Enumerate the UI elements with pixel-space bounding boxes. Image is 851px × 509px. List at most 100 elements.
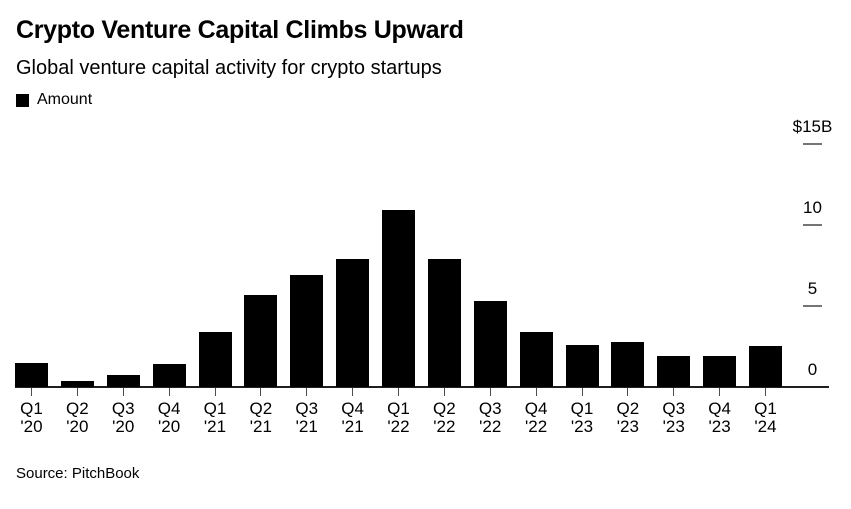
x-axis-tick bbox=[719, 388, 721, 396]
x-axis-label-year: '21 bbox=[249, 417, 272, 436]
x-axis-tick bbox=[443, 388, 445, 396]
bar-Q2-20 bbox=[60, 381, 94, 387]
x-axis-label-quarter: Q1 bbox=[754, 399, 777, 418]
bar-Q3-20 bbox=[106, 375, 140, 387]
x-axis-tick bbox=[260, 388, 262, 396]
x-axis-label: Q4'23 bbox=[697, 400, 743, 436]
x-axis-label: Q3'20 bbox=[100, 400, 146, 436]
bar-Q2-23 bbox=[611, 342, 645, 387]
x-axis-label-quarter: Q2 bbox=[66, 399, 89, 418]
x-axis-tick bbox=[581, 388, 583, 396]
x-axis-label: Q3'22 bbox=[467, 400, 513, 436]
x-axis-label: Q2'21 bbox=[238, 400, 284, 436]
x-axis-label-quarter: Q2 bbox=[249, 399, 273, 418]
x-axis-label-quarter: Q1 bbox=[387, 399, 410, 418]
x-axis-label-year: '20 bbox=[66, 417, 89, 436]
bar-Q1-20 bbox=[15, 363, 48, 387]
x-axis-tick bbox=[214, 388, 216, 396]
legend: Amount bbox=[16, 91, 92, 109]
y-axis-label: 5 bbox=[807, 279, 818, 298]
x-axis-label: Q1'20 bbox=[9, 400, 55, 436]
x-axis-tick bbox=[535, 388, 537, 396]
x-axis-tick bbox=[489, 388, 491, 396]
x-axis-label-year: '20 bbox=[20, 417, 43, 436]
x-axis-tick bbox=[352, 388, 354, 396]
x-axis-tick bbox=[76, 388, 78, 396]
bar-Q3-23 bbox=[657, 356, 691, 387]
chart-subtitle: Global venture capital activity for cryp… bbox=[16, 57, 442, 79]
y-axis-label: 0 bbox=[807, 360, 818, 379]
x-axis-label: Q3'21 bbox=[284, 400, 330, 436]
x-axis-label-quarter: Q4 bbox=[341, 399, 364, 418]
x-axis-tick bbox=[31, 388, 32, 396]
x-axis-label-quarter: Q1 bbox=[203, 399, 227, 418]
x-axis-label-year: '21 bbox=[203, 417, 227, 436]
x-axis-label: Q2'20 bbox=[54, 400, 100, 436]
x-axis-label-quarter: Q1 bbox=[20, 399, 43, 418]
x-axis-label-quarter: Q3 bbox=[662, 399, 686, 418]
bar-Q2-22 bbox=[427, 259, 461, 387]
x-axis-tick bbox=[765, 388, 766, 396]
source-note: Source: PitchBook bbox=[16, 465, 140, 482]
y-axis-tick bbox=[803, 143, 822, 145]
x-axis-line bbox=[15, 386, 829, 388]
x-axis-label: Q3'23 bbox=[651, 400, 697, 436]
bar-Q1-23 bbox=[565, 345, 599, 387]
x-axis-label-quarter: Q1 bbox=[570, 399, 594, 418]
x-axis-tick bbox=[627, 388, 629, 396]
x-axis-tick bbox=[306, 388, 308, 396]
bar-Q3-21 bbox=[290, 275, 324, 387]
x-axis-tick bbox=[398, 388, 399, 396]
x-axis-tick bbox=[673, 388, 675, 396]
x-axis-label-quarter: Q4 bbox=[708, 399, 731, 418]
x-axis-label: Q4'20 bbox=[146, 400, 192, 436]
x-axis-label: Q4'21 bbox=[330, 400, 376, 436]
x-axis-label-quarter: Q2 bbox=[616, 399, 640, 418]
bar-Q4-21 bbox=[336, 259, 370, 387]
x-axis-label-year: '23 bbox=[570, 417, 594, 436]
x-axis-label-quarter: Q3 bbox=[111, 399, 135, 418]
x-axis-label-year: '20 bbox=[158, 417, 181, 436]
x-axis-label-year: '23 bbox=[662, 417, 685, 436]
legend-swatch-icon bbox=[16, 93, 29, 107]
x-axis-label-quarter: Q3 bbox=[478, 399, 502, 418]
x-axis-label: Q1'24 bbox=[743, 400, 789, 436]
y-axis-label: 10 bbox=[803, 198, 822, 217]
x-axis-label-year: '21 bbox=[341, 417, 364, 436]
x-axis-tick bbox=[122, 388, 124, 396]
x-axis-label-year: '20 bbox=[112, 417, 135, 436]
y-axis-label: $15B bbox=[792, 117, 833, 136]
bar-Q1-21 bbox=[198, 332, 232, 387]
y-axis-tick bbox=[803, 224, 822, 226]
x-axis-label: Q1'23 bbox=[559, 400, 605, 436]
bar-Q2-21 bbox=[244, 295, 278, 387]
x-axis-label-year: '23 bbox=[708, 417, 731, 436]
x-axis-label-year: '24 bbox=[754, 417, 777, 436]
legend-label-amount: Amount bbox=[37, 91, 93, 108]
x-axis-label-quarter: Q4 bbox=[157, 399, 181, 418]
bar-Q4-23 bbox=[703, 356, 737, 387]
y-axis-tick bbox=[803, 305, 822, 307]
x-axis-label-quarter: Q4 bbox=[524, 399, 548, 418]
bar-Q1-22 bbox=[382, 210, 415, 387]
x-axis-label-year: '22 bbox=[525, 417, 548, 436]
bar-Q1-24 bbox=[749, 346, 782, 387]
x-axis-label: Q2'23 bbox=[605, 400, 651, 436]
bar-Q4-22 bbox=[519, 332, 553, 387]
x-axis-label: Q2'22 bbox=[421, 400, 467, 436]
bar-Q3-22 bbox=[473, 301, 507, 387]
x-axis-label-quarter: Q3 bbox=[295, 399, 319, 418]
x-axis-label: Q1'22 bbox=[376, 400, 422, 436]
x-axis-label-year: '21 bbox=[295, 417, 318, 436]
page-title: Crypto Venture Capital Climbs Upward bbox=[16, 16, 464, 44]
bar-Q4-20 bbox=[152, 364, 186, 387]
x-axis-label: Q1'21 bbox=[192, 400, 238, 436]
x-axis-label-year: '22 bbox=[433, 417, 456, 436]
x-axis-label-year: '23 bbox=[616, 417, 639, 436]
x-axis-label-year: '22 bbox=[387, 417, 410, 436]
x-axis-label: Q4'22 bbox=[513, 400, 559, 436]
x-axis-label-quarter: Q2 bbox=[433, 399, 456, 418]
x-axis-tick bbox=[168, 388, 170, 396]
